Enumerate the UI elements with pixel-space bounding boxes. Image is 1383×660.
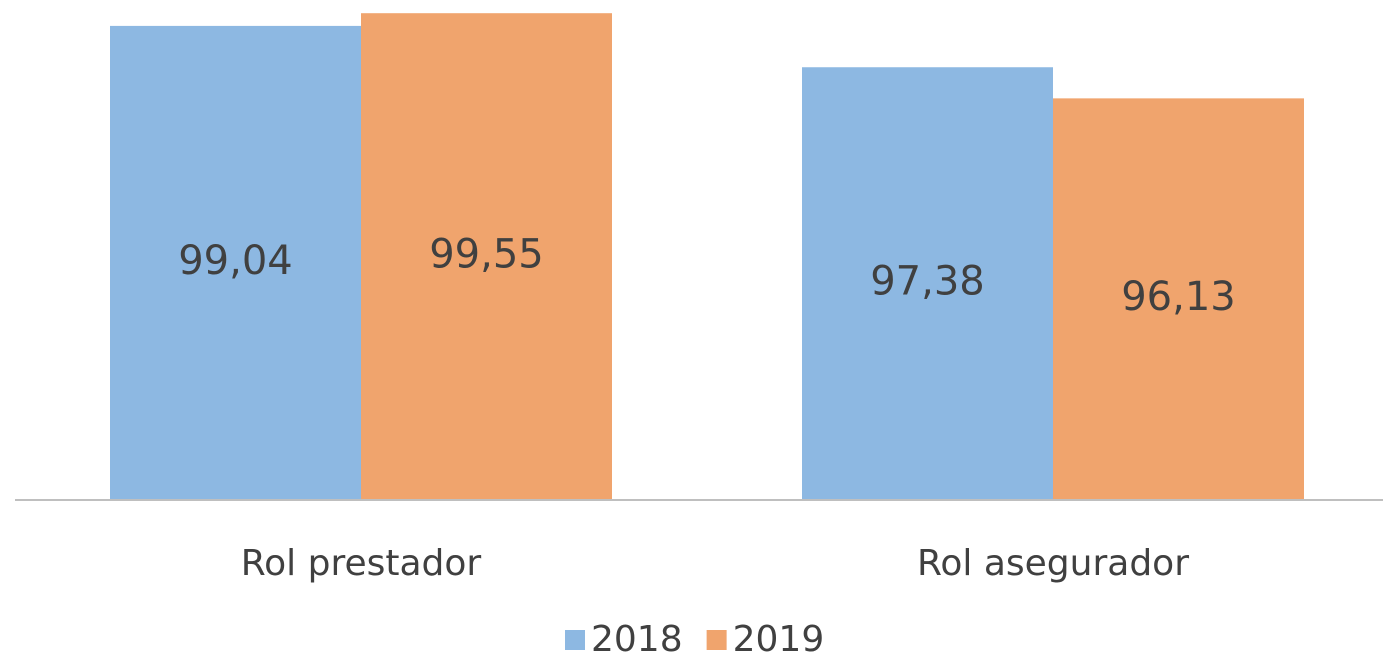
bar bbox=[1053, 98, 1304, 500]
data-label: 97,38 bbox=[870, 259, 985, 305]
legend-label: 2018 bbox=[591, 619, 683, 660]
bar bbox=[110, 25, 361, 501]
bar bbox=[361, 13, 612, 501]
legend-label: 2019 bbox=[733, 619, 825, 660]
x-tick-label: Rol prestador bbox=[241, 543, 482, 584]
legend-swatch bbox=[706, 630, 727, 650]
bar bbox=[802, 67, 1053, 500]
data-label: 99,04 bbox=[178, 238, 293, 284]
data-label: 99,55 bbox=[429, 232, 544, 278]
legend-swatch bbox=[565, 630, 585, 650]
data-label: 96,13 bbox=[1121, 274, 1236, 320]
x-tick-label: Rol asegurador bbox=[917, 543, 1189, 584]
